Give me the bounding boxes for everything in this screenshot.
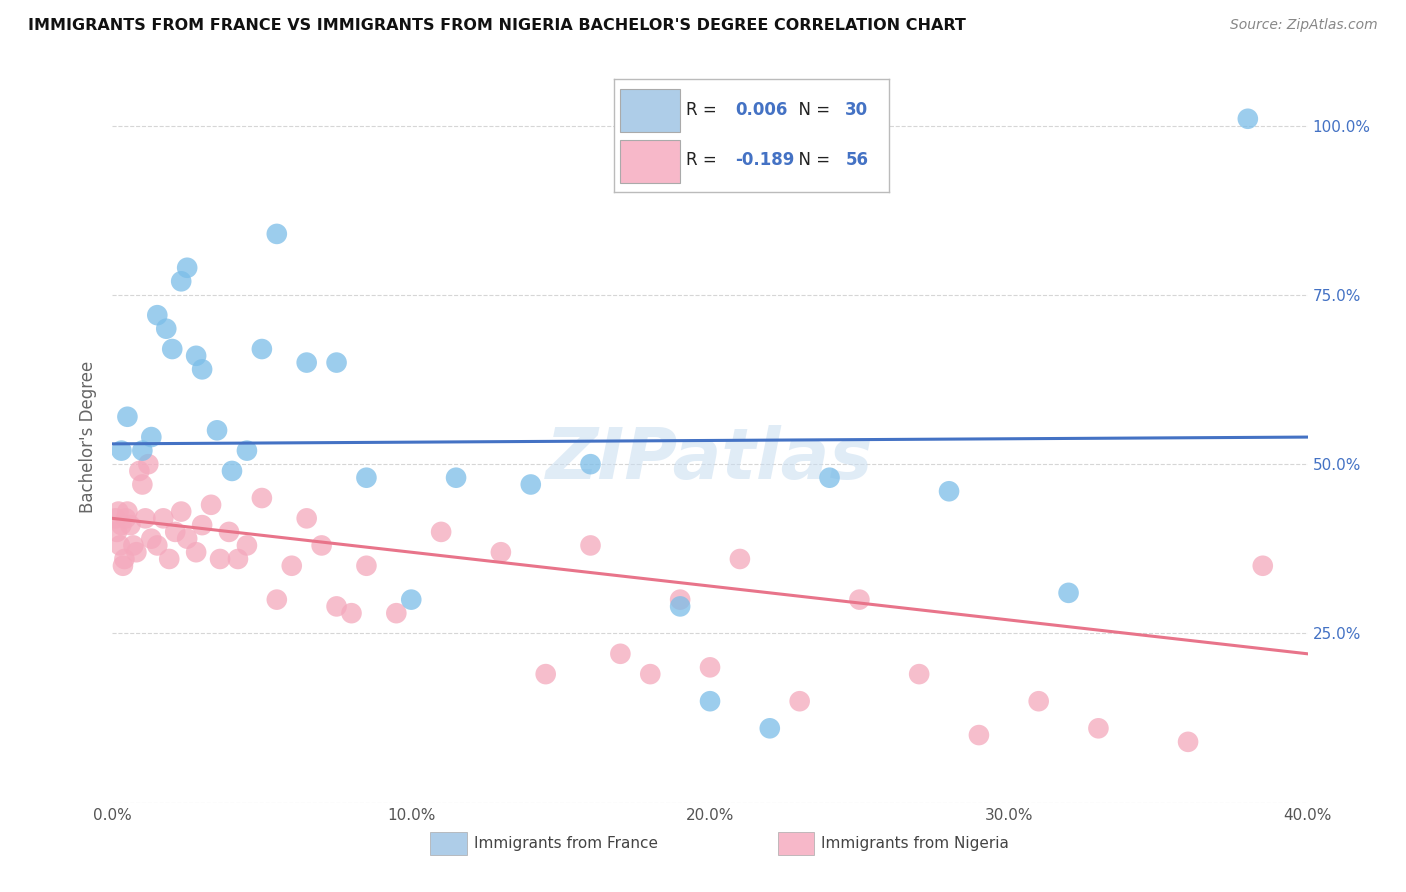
Point xyxy=(1251,558,1274,573)
Point xyxy=(669,599,692,614)
Point xyxy=(340,606,363,620)
Point xyxy=(728,552,751,566)
Point xyxy=(108,538,131,552)
Point xyxy=(356,471,378,485)
Point xyxy=(104,511,127,525)
Point xyxy=(325,599,347,614)
Point xyxy=(176,260,198,275)
Point xyxy=(157,552,180,566)
Point xyxy=(200,498,222,512)
Point xyxy=(789,694,811,708)
Text: Source: ZipAtlas.com: Source: ZipAtlas.com xyxy=(1230,18,1378,32)
Point xyxy=(818,471,841,485)
Point xyxy=(131,443,153,458)
Point xyxy=(236,443,259,458)
Point xyxy=(401,592,423,607)
Point xyxy=(325,355,347,369)
Point xyxy=(120,518,142,533)
Point xyxy=(385,606,408,620)
Point xyxy=(191,518,214,533)
Point xyxy=(146,538,169,552)
Point xyxy=(1028,694,1050,708)
Point xyxy=(520,477,543,491)
Point xyxy=(489,545,512,559)
Point xyxy=(1087,721,1109,735)
Point xyxy=(609,647,631,661)
Point xyxy=(186,349,208,363)
Point xyxy=(281,558,304,573)
Point xyxy=(938,484,960,499)
Point xyxy=(170,505,193,519)
Text: Immigrants from Nigeria: Immigrants from Nigeria xyxy=(821,837,1010,851)
Point xyxy=(146,308,169,322)
Point xyxy=(107,505,129,519)
Point xyxy=(125,545,148,559)
Point xyxy=(1177,735,1199,749)
Text: IMMIGRANTS FROM FRANCE VS IMMIGRANTS FROM NIGERIA BACHELOR'S DEGREE CORRELATION : IMMIGRANTS FROM FRANCE VS IMMIGRANTS FRO… xyxy=(28,18,966,33)
Point xyxy=(669,592,692,607)
Point xyxy=(141,532,163,546)
Text: ZIPatlas: ZIPatlas xyxy=(547,425,873,493)
Point xyxy=(266,227,288,241)
Point xyxy=(138,457,160,471)
Point xyxy=(117,409,139,424)
Point xyxy=(311,538,333,552)
Y-axis label: Bachelor's Degree: Bachelor's Degree xyxy=(79,361,97,513)
Point xyxy=(205,423,228,437)
Point xyxy=(699,660,721,674)
Point xyxy=(444,471,467,485)
Point xyxy=(699,694,721,708)
Point xyxy=(579,457,602,471)
Point xyxy=(250,491,273,505)
Point xyxy=(155,322,177,336)
Point xyxy=(218,524,240,539)
Point xyxy=(967,728,990,742)
Point xyxy=(114,552,135,566)
Point xyxy=(122,538,145,552)
Point xyxy=(141,430,163,444)
Point xyxy=(1057,586,1080,600)
Point xyxy=(430,524,453,539)
Point xyxy=(115,511,138,525)
Point xyxy=(236,538,259,552)
Point xyxy=(221,464,243,478)
Point xyxy=(250,342,273,356)
Point xyxy=(186,545,208,559)
Point xyxy=(134,511,156,525)
Point xyxy=(152,511,174,525)
Point xyxy=(1237,112,1260,126)
Point xyxy=(131,477,153,491)
Point xyxy=(759,721,782,735)
Point xyxy=(191,362,214,376)
Text: Immigrants from France: Immigrants from France xyxy=(474,837,658,851)
Point xyxy=(848,592,870,607)
Point xyxy=(534,667,557,681)
Point xyxy=(162,342,183,356)
Point xyxy=(110,443,132,458)
Point xyxy=(111,558,134,573)
Point xyxy=(209,552,232,566)
Point xyxy=(117,505,139,519)
Point xyxy=(640,667,662,681)
Point xyxy=(295,511,318,525)
Point xyxy=(579,538,602,552)
Point xyxy=(295,355,318,369)
Point xyxy=(170,274,193,288)
Point xyxy=(176,532,198,546)
Point xyxy=(356,558,378,573)
Point xyxy=(226,552,249,566)
Point xyxy=(128,464,150,478)
Point xyxy=(105,524,128,539)
Point xyxy=(266,592,288,607)
Point xyxy=(908,667,931,681)
Point xyxy=(165,524,187,539)
Point xyxy=(110,518,132,533)
